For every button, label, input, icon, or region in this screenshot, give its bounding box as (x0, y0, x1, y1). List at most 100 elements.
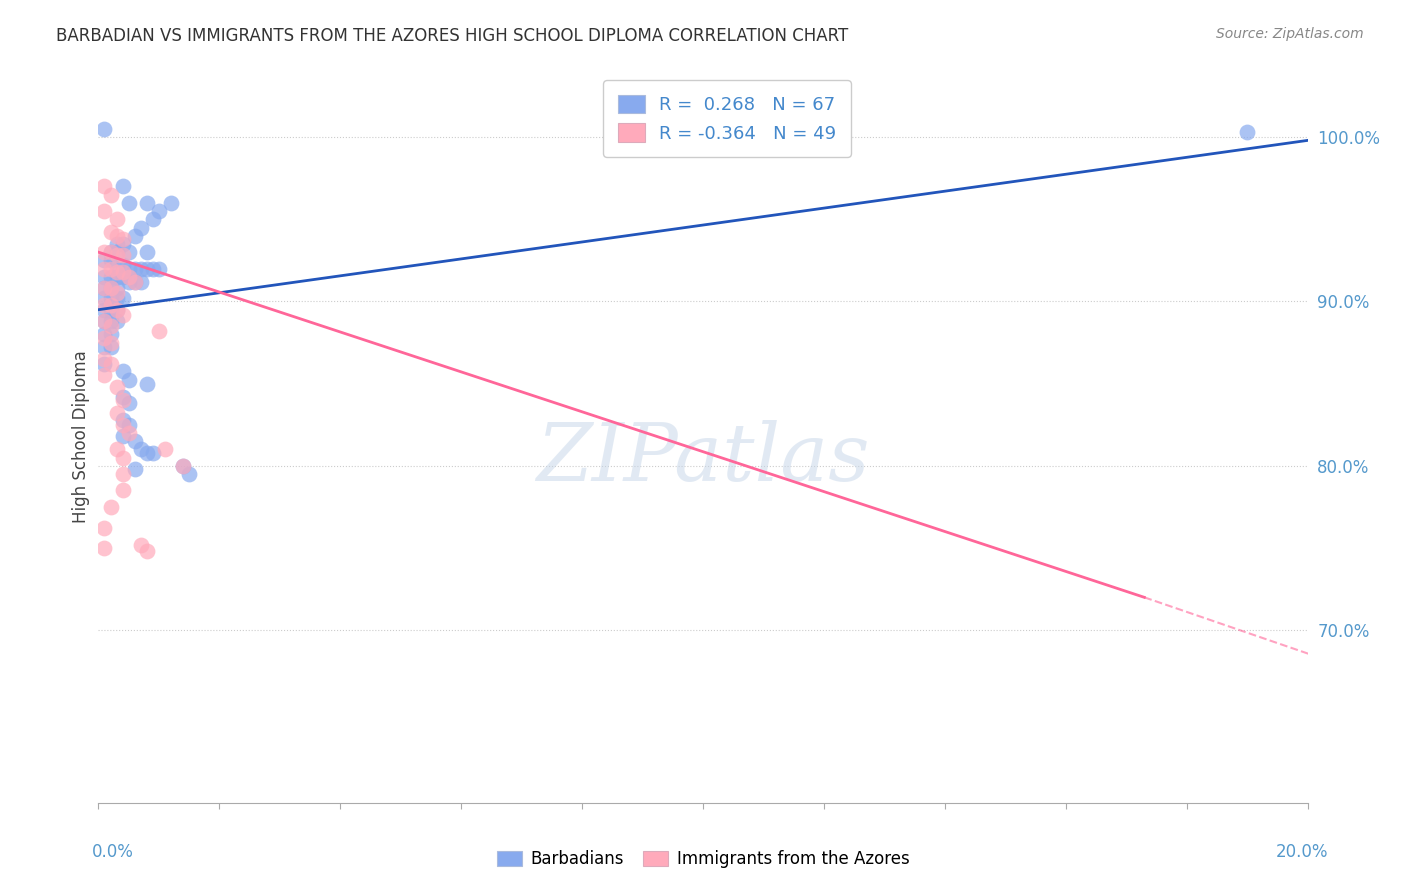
Point (118, 261, 141, 276)
Point (100, 253, 122, 268)
Point (135, 446, 157, 460)
Text: 0.0%: 0.0% (91, 843, 134, 861)
Point (100, 261, 122, 276)
Point (93, 351, 115, 366)
Point (93, 314, 115, 328)
Legend: Barbadians, Immigrants from the Azores: Barbadians, Immigrants from the Azores (489, 844, 917, 875)
Point (93, 281, 115, 295)
Point (111, 258, 134, 272)
Point (93, 357, 115, 371)
Point (148, 324, 170, 338)
Text: 20.0%: 20.0% (1277, 843, 1329, 861)
Point (142, 446, 165, 460)
Point (111, 390, 134, 404)
Point (93, 253, 115, 268)
Point (93, 521, 115, 535)
Point (93, 327, 115, 342)
Point (100, 314, 122, 328)
Point (100, 298, 122, 312)
Point (135, 195, 157, 210)
Point (93, 269, 115, 284)
Point (105, 302, 128, 317)
Point (153, 442, 176, 457)
Point (100, 319, 122, 334)
Point (100, 187, 122, 202)
Point (105, 281, 128, 295)
Point (111, 429, 134, 443)
Point (118, 396, 141, 410)
Point (105, 314, 128, 328)
Point (111, 467, 134, 481)
Text: ZIPatlas: ZIPatlas (536, 420, 870, 498)
Point (135, 245, 157, 260)
Point (105, 302, 128, 317)
Point (100, 226, 122, 240)
Point (111, 179, 134, 194)
Point (142, 212, 165, 227)
Point (111, 291, 134, 305)
Point (135, 376, 157, 391)
Point (111, 363, 134, 377)
Point (93, 298, 115, 312)
Point (129, 538, 152, 552)
Point (105, 245, 128, 260)
Point (105, 286, 128, 301)
Point (100, 357, 122, 371)
Point (179, 467, 201, 481)
Point (118, 425, 141, 440)
Point (93, 179, 115, 194)
Point (100, 341, 122, 355)
Point (118, 245, 141, 260)
Point (105, 406, 128, 420)
Point (111, 248, 134, 262)
Point (105, 265, 128, 279)
Point (93, 541, 115, 555)
Point (111, 417, 134, 432)
Point (111, 483, 134, 498)
Point (118, 417, 141, 432)
Point (148, 261, 170, 276)
Point (124, 228, 146, 243)
Point (93, 331, 115, 345)
Point (100, 281, 122, 295)
Point (124, 275, 146, 289)
Point (105, 442, 128, 457)
Point (111, 393, 134, 408)
Point (93, 261, 115, 276)
Point (105, 258, 128, 272)
Legend: R =  0.268   N = 67, R = -0.364   N = 49: R = 0.268 N = 67, R = -0.364 N = 49 (603, 80, 851, 157)
Point (100, 281, 122, 295)
Point (93, 291, 115, 305)
Point (93, 302, 115, 317)
Point (93, 121, 115, 136)
Point (111, 265, 134, 279)
Point (100, 269, 122, 284)
Point (105, 212, 128, 227)
Point (100, 245, 122, 260)
Point (124, 434, 146, 449)
Y-axis label: High School Diploma: High School Diploma (72, 351, 90, 524)
Point (172, 458, 194, 473)
Point (172, 458, 194, 473)
Point (124, 261, 146, 276)
Point (111, 236, 134, 251)
Point (93, 368, 115, 383)
Point (124, 275, 146, 289)
Point (93, 245, 115, 260)
Point (135, 261, 157, 276)
Point (1236, 125, 1258, 139)
Point (100, 291, 122, 305)
Point (111, 232, 134, 246)
Point (135, 544, 157, 558)
Point (105, 291, 128, 305)
Point (118, 373, 141, 387)
Point (105, 380, 128, 394)
Point (100, 245, 122, 260)
Text: Source: ZipAtlas.com: Source: ZipAtlas.com (1216, 27, 1364, 41)
Point (100, 335, 122, 350)
Point (93, 204, 115, 219)
Point (118, 269, 141, 284)
Point (118, 195, 141, 210)
Text: BARBADIAN VS IMMIGRANTS FROM THE AZORES HIGH SCHOOL DIPLOMA CORRELATION CHART: BARBADIAN VS IMMIGRANTS FROM THE AZORES … (56, 27, 848, 45)
Point (111, 308, 134, 322)
